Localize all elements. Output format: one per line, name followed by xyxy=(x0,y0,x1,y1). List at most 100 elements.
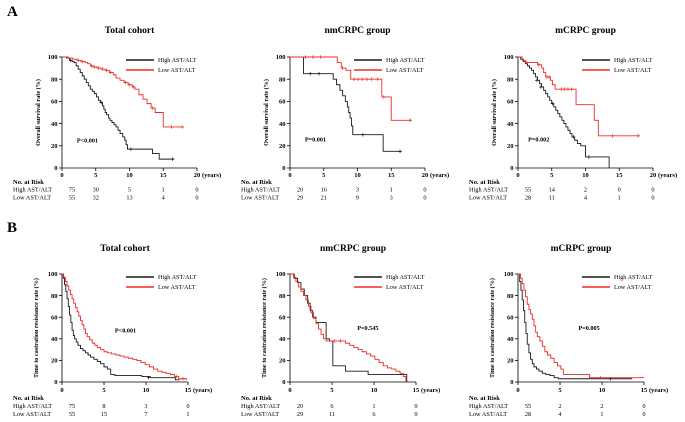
x-axis-unit: (years) xyxy=(658,172,677,179)
risk-row-label: High AST/ALT xyxy=(13,403,52,410)
legend-label: Low AST/ALT xyxy=(614,67,652,74)
p-value: P=0.005 xyxy=(578,325,599,332)
high-censor-marks xyxy=(308,71,402,154)
legend-label: Low AST/ALT xyxy=(386,67,424,74)
x-tick-label: 0 xyxy=(516,387,519,394)
panel-title: Total cohort xyxy=(105,26,155,36)
x-axis-unit: (years) xyxy=(430,172,449,179)
y-tick-label: 0 xyxy=(282,165,285,172)
y-tick-label: 0 xyxy=(54,379,57,386)
risk-value: 29 xyxy=(297,195,303,202)
y-tick-label: 60 xyxy=(279,314,286,321)
y-axis-title: Overall survival rate (%) xyxy=(263,79,270,146)
y-tick-label: 20 xyxy=(279,143,286,150)
risk-row-label: High AST/ALT xyxy=(469,403,508,410)
risk-value: 32 xyxy=(93,195,99,202)
y-tick-label: 80 xyxy=(279,293,286,300)
y-axis-title: Time to castration resistance rate (%) xyxy=(261,278,268,378)
risk-value: 28 xyxy=(525,411,531,418)
risk-value: 55 xyxy=(69,195,75,202)
risk-value: 20 xyxy=(297,187,303,194)
legend-label: High AST/ALT xyxy=(614,57,653,64)
p-value: P<0.001 xyxy=(115,327,136,334)
x-tick-label: 10 xyxy=(371,387,378,394)
risk-value: 55 xyxy=(69,411,75,418)
risk-value: 28 xyxy=(525,195,531,202)
x-tick-label: 0 xyxy=(516,172,519,179)
x-tick-label: 15 xyxy=(388,172,395,179)
panel-title: mCRPC group xyxy=(551,244,612,254)
risk-table-header: No. at Risk xyxy=(469,395,500,402)
x-tick-label: 0 xyxy=(60,387,63,394)
high-censor-marks xyxy=(68,58,175,161)
risk-value: 1 xyxy=(372,403,375,410)
y-tick-label: 40 xyxy=(51,336,58,343)
legend-label: Low AST/ALT xyxy=(386,284,424,291)
risk-row-label: High AST/ALT xyxy=(241,403,280,410)
legend-label: Low AST/ALT xyxy=(158,284,196,291)
x-tick-label: 5 xyxy=(558,387,562,394)
risk-row-label: Low AST/ALT xyxy=(13,195,51,202)
risk-value: 4 xyxy=(558,411,562,418)
high-astalt-curve xyxy=(290,273,408,382)
risk-row-label: Low AST/ALT xyxy=(241,411,279,418)
panel-title: nmCRPC group xyxy=(324,26,390,36)
p-value: P=0.002 xyxy=(528,136,549,143)
y-tick-label: 40 xyxy=(507,121,514,128)
risk-value: 6 xyxy=(372,411,375,418)
y-tick-label: 100 xyxy=(276,271,286,278)
y-tick-label: 0 xyxy=(54,165,57,172)
y-tick-label: 60 xyxy=(507,99,514,106)
y-tick-label: 80 xyxy=(51,76,58,83)
y-tick-label: 40 xyxy=(51,121,58,128)
risk-row-label: Low AST/ALT xyxy=(469,195,507,202)
low-astalt-curve xyxy=(290,273,407,382)
y-tick-label: 40 xyxy=(279,336,286,343)
risk-value: 55 xyxy=(525,187,531,194)
x-tick-label: 20 xyxy=(422,172,429,179)
x-tick-label: 10 xyxy=(599,387,606,394)
risk-value: 0 xyxy=(618,187,621,194)
risk-table-header: No. at Risk xyxy=(241,395,272,402)
legend-label: High AST/ALT xyxy=(158,274,197,281)
risk-value: 0 xyxy=(414,411,417,418)
legend-label: High AST/ALT xyxy=(158,57,197,64)
x-tick-label: 20 xyxy=(650,172,657,179)
x-tick-label: 5 xyxy=(102,387,106,394)
x-axis-unit: (years) xyxy=(202,172,221,179)
risk-value: 16 xyxy=(321,187,327,194)
x-tick-label: 5 xyxy=(322,172,326,179)
risk-value: 11 xyxy=(329,411,335,418)
x-axis-unit: (years) xyxy=(649,387,668,394)
risk-value: 1 xyxy=(618,195,621,202)
legend-label: High AST/ALT xyxy=(386,57,425,64)
high-censor-marks xyxy=(535,78,591,159)
risk-value: 7 xyxy=(144,411,147,418)
high-astalt-curve xyxy=(62,273,180,381)
risk-value: 75 xyxy=(69,187,75,194)
risk-value: 0 xyxy=(414,403,417,410)
low-astalt-curve xyxy=(290,56,412,121)
risk-value: 21 xyxy=(321,195,327,202)
risk-value: 29 xyxy=(297,411,303,418)
y-tick-label: 40 xyxy=(279,121,286,128)
y-tick-label: 100 xyxy=(48,271,58,278)
risk-value: 75 xyxy=(69,403,75,410)
x-tick-label: 10 xyxy=(582,172,589,179)
p-value: P=0.001 xyxy=(305,136,326,143)
risk-value: 20 xyxy=(297,403,303,410)
risk-value: 13 xyxy=(126,195,132,202)
x-tick-label: 10 xyxy=(143,387,150,394)
y-axis-title: Overall survival rate (%) xyxy=(35,79,42,146)
low-censor-marks xyxy=(332,339,343,343)
risk-value: 1 xyxy=(390,187,393,194)
panel-title: Total cohort xyxy=(100,244,150,254)
y-tick-label: 60 xyxy=(279,99,286,106)
risk-value: 9 xyxy=(356,195,359,202)
risk-value: 5 xyxy=(128,187,131,194)
y-tick-label: 60 xyxy=(51,99,58,106)
risk-value: 1 xyxy=(600,411,603,418)
risk-value: 3 xyxy=(390,195,393,202)
